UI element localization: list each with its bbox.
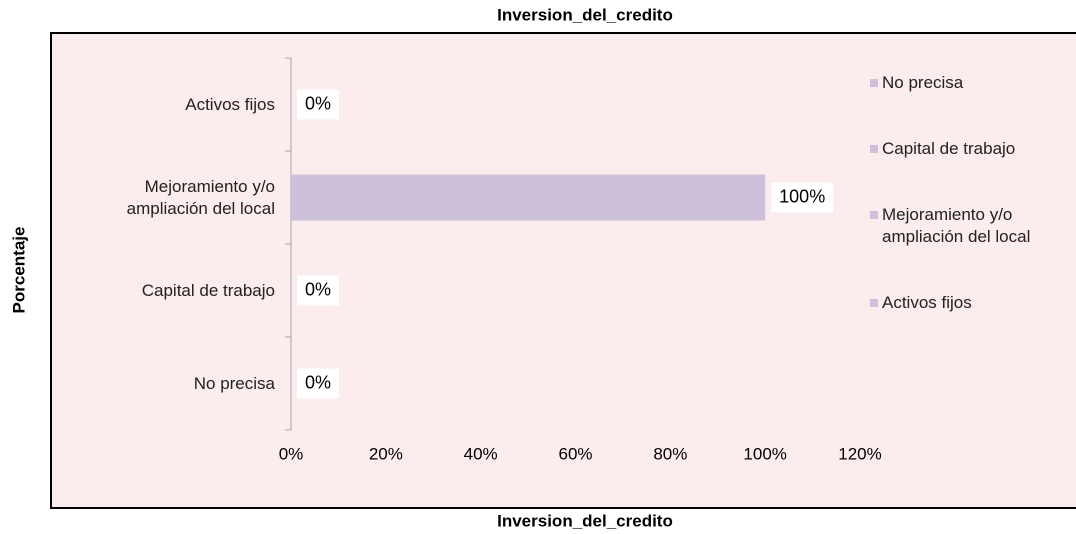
value-label-box — [297, 275, 340, 306]
value-label-box — [297, 368, 340, 399]
y-axis-label: Porcentaje — [9, 227, 28, 314]
legend-entry: Activos fijos — [870, 292, 1072, 314]
value-label: 0% — [305, 372, 331, 392]
value-label: 0% — [305, 93, 331, 113]
y-tick-label: Capital de trabajo — [141, 280, 275, 300]
legend-entry: Capital de trabajo — [870, 138, 1072, 160]
x-tick-label: 80% — [653, 444, 687, 463]
bar — [291, 174, 766, 221]
x-tick-label: 60% — [558, 444, 592, 463]
x-tick-label: 120% — [838, 444, 881, 463]
x-tick-label: 100% — [743, 444, 786, 463]
value-label: 100% — [779, 186, 825, 206]
legend-swatch — [870, 211, 878, 219]
x-axis-label: Inversion_del_credito — [497, 511, 673, 530]
x-tick-label: 0% — [279, 444, 304, 463]
x-tick-label: 20% — [369, 444, 403, 463]
y-tick-label: Mejoramiento y/o ampliación del local — [126, 176, 275, 218]
legend-entry: Mejoramiento y/o ampliación del local — [870, 204, 1072, 248]
legend-swatch — [870, 79, 878, 87]
chart-title: Inversion_del_credito — [497, 5, 673, 24]
legend-swatch — [870, 299, 878, 307]
legend-entry: No precisa — [870, 72, 1072, 94]
chart-area — [50, 32, 1076, 509]
value-label-box — [297, 89, 340, 120]
x-tick-label: 40% — [464, 444, 498, 463]
y-tick-label: No precisa — [193, 373, 275, 393]
value-label: 0% — [305, 279, 331, 299]
value-label-box — [771, 182, 834, 213]
legend-swatch — [870, 145, 878, 153]
y-tick-label: Activos fijos — [185, 94, 275, 114]
